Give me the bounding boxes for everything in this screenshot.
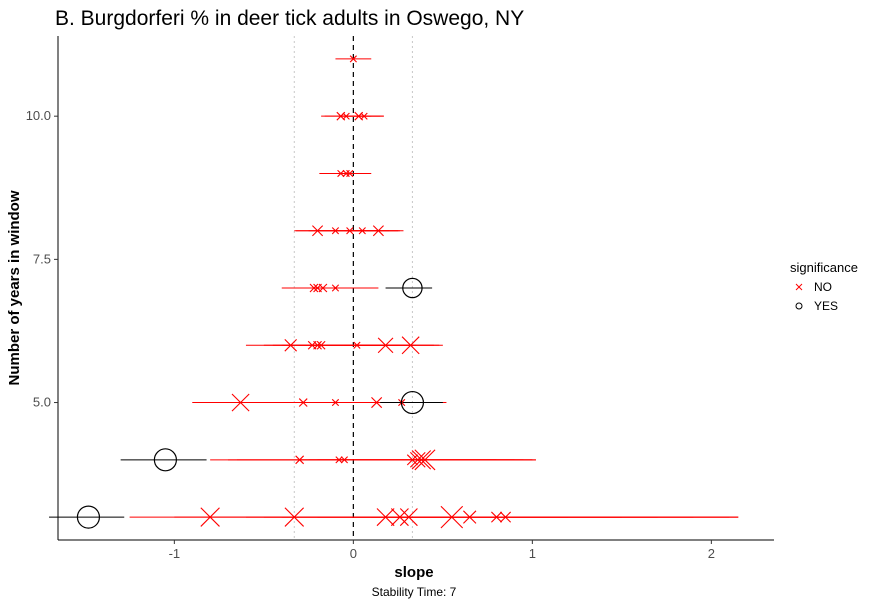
x-axis-ticks: -1 0 1 2 [169,540,715,561]
point-not-significant [353,341,361,349]
legend-entry-no: NO [795,280,832,294]
legend-entries: NO YES [795,280,838,313]
point-not-significant [231,393,250,412]
point-not-significant [372,225,384,237]
x-tick-label: 2 [708,546,715,561]
legend-label: YES [814,299,838,313]
chart-caption: Stability Time: 7 [372,585,457,599]
point-not-significant [335,456,343,464]
y-tick-label: 5.0 [33,395,51,410]
point-not-significant [342,112,350,120]
point-not-significant [312,225,324,237]
point-not-significant [371,397,383,409]
point-not-significant [401,336,420,355]
y-tick-label: 10.0 [26,108,51,123]
legend: significance NO YES [790,260,858,313]
point-not-significant [358,227,366,235]
plot-area [49,36,739,540]
legend-title: significance [790,260,858,275]
point-not-significant [318,283,328,293]
point-not-significant [491,511,503,523]
point-not-significant [360,112,368,120]
legend-x-icon [795,283,803,291]
point-not-significant [284,338,297,352]
y-axis-ticks: 5.0 7.5 10.0 [26,108,58,410]
point-not-significant [390,508,409,527]
point-significant [153,448,177,472]
y-tick-label: 7.5 [33,251,51,266]
point-significant [400,390,425,415]
point-not-significant [200,507,220,527]
point-not-significant [463,510,477,524]
x-tick-label: -1 [169,546,181,561]
point-not-significant [440,505,464,529]
x-tick-label: 0 [350,546,357,561]
legend-label: NO [814,280,832,294]
point-not-significant [313,340,322,350]
legend-entry-yes: YES [795,299,838,313]
point-not-significant [346,169,354,178]
point-not-significant [331,398,340,407]
point-not-significant [331,284,340,292]
point-not-significant [349,55,357,63]
point-not-significant [409,451,426,468]
point-significant [402,277,423,299]
y-axis-title: Number of years in window [6,190,23,385]
point-not-significant [284,507,305,527]
chart-title: B. Burgdorferi % in deer tick adults in … [55,7,524,30]
point-not-significant [399,508,418,527]
point-not-significant [340,456,349,464]
point-not-significant [377,337,394,354]
point-significant [76,505,101,529]
x-tick-label: 1 [529,546,536,561]
point-not-significant [376,508,395,527]
point-not-significant [295,455,305,465]
point-not-significant [411,450,432,470]
point-not-significant [414,449,436,471]
point-not-significant [309,283,319,293]
point-not-significant [298,398,308,407]
point-not-significant [316,340,326,350]
legend-circle-icon [795,302,803,310]
point-not-significant [499,511,512,523]
point-not-significant [406,454,418,466]
x-axis-title: slope [394,564,433,581]
point-not-significant [337,169,345,178]
point-not-significant [346,227,354,235]
point-not-significant [331,227,340,235]
